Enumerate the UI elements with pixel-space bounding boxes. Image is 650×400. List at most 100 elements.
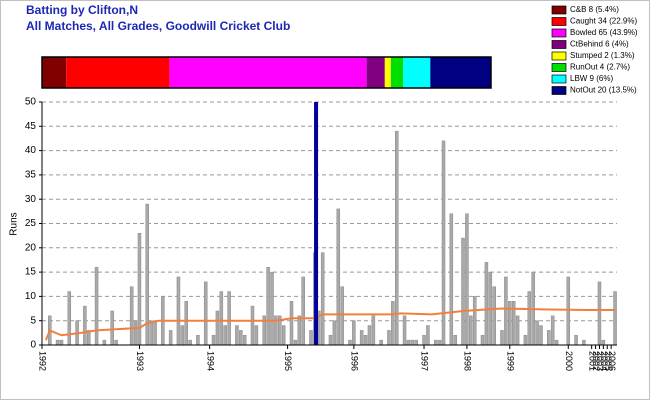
- bar: [550, 315, 555, 346]
- bar: [523, 335, 528, 346]
- bar: [114, 339, 118, 346]
- x-tick-label: 1992: [38, 351, 48, 371]
- x-tick-label: 1995: [283, 351, 293, 371]
- bar: [504, 276, 508, 346]
- bar: [348, 339, 352, 346]
- legend-swatch: [551, 5, 567, 15]
- y-tick-label: 35: [25, 170, 37, 181]
- bar: [352, 320, 356, 346]
- bar: [293, 339, 298, 346]
- bar: [465, 213, 469, 346]
- x-tick-label: 1996: [349, 351, 359, 371]
- bar: [461, 237, 465, 346]
- x-tick-label: 1994: [205, 351, 215, 371]
- dismissal-segment: [430, 57, 491, 88]
- bar: [297, 315, 302, 346]
- bar: [129, 286, 134, 346]
- bar: [242, 335, 247, 346]
- legend-label: Caught 34 (22.9%): [570, 17, 637, 26]
- legend-swatch: [551, 28, 567, 38]
- bar: [168, 330, 173, 346]
- bar: [414, 339, 418, 346]
- y-tick-label: 45: [25, 121, 37, 132]
- bar: [379, 339, 383, 346]
- bar: [367, 325, 372, 346]
- bar: [176, 276, 181, 346]
- bar: [94, 266, 99, 346]
- bar: [223, 325, 227, 346]
- y-tick-label: 25: [25, 218, 37, 229]
- x-tick-label: 2000: [564, 351, 574, 371]
- dismissal-segment: [42, 57, 67, 88]
- bar: [480, 335, 485, 346]
- bar: [433, 339, 438, 346]
- dismissal-segment: [366, 57, 385, 88]
- bar: [149, 320, 153, 346]
- bar: [469, 315, 473, 346]
- bar: [539, 325, 543, 346]
- legend-swatch: [551, 63, 567, 72]
- y-tick-label: 5: [30, 315, 36, 326]
- bar: [196, 335, 200, 346]
- y-tick-label: 20: [25, 242, 37, 253]
- legend-swatch: [551, 40, 567, 49]
- bar: [133, 320, 138, 346]
- x-tick-label: 2002: [591, 351, 601, 371]
- bar: [211, 335, 216, 346]
- legend-label: C&B 8 (5.4%): [570, 5, 619, 14]
- bar: [535, 320, 539, 346]
- bar: [102, 339, 107, 346]
- dismissal-segment: [66, 57, 170, 88]
- bar: [492, 286, 496, 346]
- bar: [453, 335, 457, 346]
- bar: [215, 310, 220, 346]
- bar: [402, 315, 407, 346]
- y-axis-label: Runs: [9, 212, 20, 235]
- x-tick-label: 1999: [505, 351, 515, 371]
- legend-label: RunOut 4 (2.7%): [570, 63, 630, 72]
- legend-label: Bowled 65 (43.9%): [570, 28, 638, 37]
- bar: [359, 330, 364, 346]
- bar: [59, 339, 64, 346]
- bar: [554, 339, 559, 346]
- y-tick-label: 50: [25, 97, 37, 108]
- bar: [332, 320, 337, 346]
- bar: [472, 296, 477, 346]
- bar: [188, 339, 192, 346]
- bar: [437, 339, 442, 346]
- bar: [67, 291, 72, 346]
- bar: [83, 305, 87, 346]
- bar: [336, 208, 341, 346]
- bar: [387, 330, 391, 346]
- bar: [289, 301, 294, 346]
- bar: [391, 301, 395, 346]
- bar: [566, 276, 571, 346]
- bar: [601, 339, 606, 346]
- legend-label: Stumped 2 (1.3%): [570, 51, 635, 60]
- x-tick-label: 2001: [587, 351, 597, 371]
- bar: [180, 325, 185, 346]
- bar: [266, 266, 270, 346]
- y-tick-label: 15: [25, 267, 37, 278]
- bar: [371, 315, 376, 346]
- bar: [547, 330, 551, 346]
- legend-label: LBW 9 (6%): [570, 74, 613, 83]
- bar: [110, 310, 114, 346]
- bar: [449, 213, 454, 346]
- dismissal-segment: [403, 57, 431, 88]
- bar: [426, 325, 430, 346]
- legend-label: NotOut 20 (13.5%): [570, 86, 637, 95]
- y-tick-label: 0: [30, 340, 36, 351]
- bar: [301, 276, 305, 346]
- bar: [309, 330, 313, 346]
- bar: [441, 140, 446, 346]
- chart-title: Batting by Clifton,N: [26, 3, 138, 17]
- bar: [363, 335, 368, 346]
- bar: [203, 281, 208, 346]
- y-tick-label: 40: [25, 145, 37, 156]
- bar: [340, 286, 344, 346]
- bar: [281, 325, 286, 346]
- bar: [406, 339, 411, 346]
- dismissal-segment: [384, 57, 391, 88]
